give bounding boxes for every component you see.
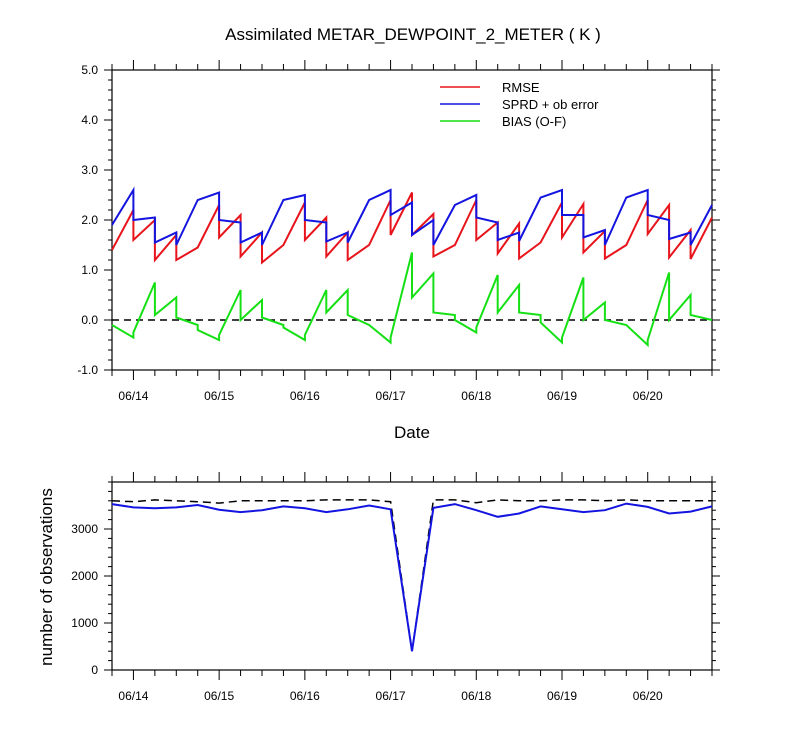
bottom-ytick-label: 2000 [71, 569, 98, 583]
legend-label-rmse: RMSE [502, 80, 540, 95]
top-xtick-label: 06/15 [204, 389, 234, 403]
top-xtick-label: 06/17 [376, 389, 406, 403]
bottom-series-group [111, 499, 713, 652]
legend-label-sprd: SPRD + ob error [502, 97, 599, 112]
bottom-ytick-label: 3000 [71, 522, 98, 536]
top-series-group [111, 186, 713, 348]
bottom-series-possible-observations [111, 499, 712, 652]
bottom-plot-area: 0 1000 2000 3000 06/14 06/15 06/16 06/17 06/18 06… [71, 472, 720, 703]
bottom-xtick-label: 06/15 [204, 689, 234, 703]
bottom-xtick-label: 06/19 [547, 689, 577, 703]
legend: RMSE SPRD + ob error BIAS (O-F) [440, 80, 599, 129]
top-ytick-label: 3.0 [81, 163, 98, 177]
top-ytick-label: 4.0 [81, 113, 98, 127]
bottom-series-assimilated-observations [111, 502, 713, 652]
top-ytick-label: -1.0 [77, 363, 98, 377]
bottom-frame [111, 481, 713, 671]
top-plot-area: -1.0 0.0 1.0 2.0 3.0 4.0 5.0 06/14 06/15 06/16 06/… [77, 60, 720, 403]
bottom-xtick-label: 06/16 [290, 689, 320, 703]
top-ytick-label: 1.0 [81, 263, 98, 277]
bottom-xtick-label: 06/18 [461, 689, 491, 703]
x-axis-title: Date [394, 423, 430, 442]
bottom-xtick-label: 06/17 [376, 689, 406, 703]
bottom-xtick-label: 06/14 [118, 689, 148, 703]
top-xtick-label: 06/20 [633, 389, 663, 403]
bottom-ytick-label: 0 [91, 663, 98, 677]
bottom-xtick-label: 06/20 [633, 689, 663, 703]
top-xtick-label: 06/18 [461, 389, 491, 403]
y-axis-title: number of observations [37, 488, 56, 666]
bottom-chart: 0 1000 2000 3000 06/14 06/15 06/16 06/17 06/18 06… [37, 472, 720, 703]
legend-label-bias: BIAS (O-F) [502, 114, 566, 129]
top-ytick-label: 0.0 [81, 313, 98, 327]
top-series-bias-o-f [111, 252, 713, 348]
top-ytick-label: 2.0 [81, 213, 98, 227]
chart-title: Assimilated METAR_DEWPOINT_2_METER ( K ) [225, 25, 601, 44]
bottom-ytick-label: 1000 [71, 616, 98, 630]
top-xtick-label: 06/16 [290, 389, 320, 403]
top-xtick-label: 06/14 [118, 389, 148, 403]
top-series-sprd-ob-error [111, 186, 713, 246]
top-ytick-label: 5.0 [81, 63, 98, 77]
top-xtick-label: 06/19 [547, 389, 577, 403]
top-chart: Assimilated METAR_DEWPOINT_2_METER ( K )… [77, 25, 720, 442]
